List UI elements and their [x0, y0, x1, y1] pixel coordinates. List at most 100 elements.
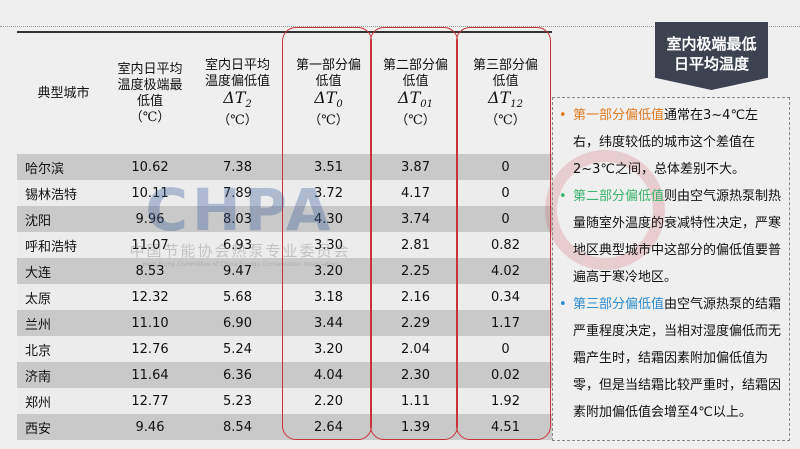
title-banner: 室内极端最低 日平均温度: [655, 22, 768, 90]
value-cell: 10.11: [110, 180, 190, 206]
symbol-subscript: 12: [510, 99, 523, 111]
value-cell: 3.74: [372, 206, 459, 232]
column-header: 第一部分偏 低值 ΔT0 （℃）: [285, 32, 372, 154]
symbol: ΔT: [398, 87, 421, 107]
value-cell: 4.02: [459, 258, 552, 284]
note-highlight: 第二部分偏低值: [573, 189, 665, 204]
value-cell: 3.72: [285, 180, 372, 206]
value-cell: 11.64: [110, 362, 190, 388]
header-line: 室内日平均: [117, 61, 183, 77]
value-cell: 2.25: [372, 258, 459, 284]
city-cell: 呼和浩特: [17, 232, 110, 258]
table-row: 北京 12.76 5.24 3.20 2.04 0: [17, 336, 552, 362]
value-cell: 4.30: [285, 206, 372, 232]
value-cell: 0.82: [459, 232, 552, 258]
header-symbol: ΔT0: [285, 87, 372, 113]
value-cell: 0: [459, 154, 552, 180]
header-line: 低值: [492, 73, 519, 89]
city-cell: 锡林浩特: [17, 180, 110, 206]
header-symbol: ΔT2: [190, 87, 285, 113]
value-cell: 9.96: [110, 206, 190, 232]
value-cell: 8.53: [110, 258, 190, 284]
header-line: 低值: [402, 73, 429, 89]
symbol-subscript: 2: [245, 99, 252, 111]
symbol: ΔT: [314, 87, 337, 107]
value-cell: 6.93: [190, 232, 285, 258]
top-divider: [0, 26, 800, 27]
value-cell: 2.04: [372, 336, 459, 362]
table-row: 锡林浩特 10.11 7.89 3.72 4.17 0: [17, 180, 552, 206]
column-header: 典型城市: [17, 32, 110, 154]
column-header: 第三部分偏 低值 ΔT12 （℃）: [459, 32, 552, 154]
symbol: ΔT: [223, 87, 246, 107]
value-cell: 0: [459, 180, 552, 206]
value-cell: 8.54: [190, 414, 285, 440]
header-unit: （℃）: [217, 113, 258, 129]
value-cell: 2.16: [372, 284, 459, 310]
header-line: 第三部分偏: [472, 57, 538, 73]
value-cell: 6.36: [190, 362, 285, 388]
bullet-icon: •: [559, 189, 567, 204]
header-unit: （℃）: [308, 113, 349, 129]
header-symbol: ΔT01: [372, 87, 459, 113]
header-line: 温度偏低值: [204, 73, 270, 89]
value-cell: 0.34: [459, 284, 552, 310]
symbol-subscript: 01: [420, 99, 433, 111]
city-cell: 北京: [17, 336, 110, 362]
column-header: 室内日平均 温度极端最 低值 （℃）: [110, 32, 190, 154]
value-cell: 9.47: [190, 258, 285, 284]
header-line: 低值: [136, 93, 163, 109]
city-cell: 沈阳: [17, 206, 110, 232]
value-cell: 5.68: [190, 284, 285, 310]
value-cell: 11.07: [110, 232, 190, 258]
header-unit: （℃）: [129, 109, 171, 125]
header-line: 第一部分偏: [295, 57, 361, 73]
value-cell: 3.18: [285, 284, 372, 310]
table-row: 兰州 11.10 6.90 3.44 2.29 1.17: [17, 310, 552, 336]
table-row: 呼和浩特 11.07 6.93 3.30 2.81 0.82: [17, 232, 552, 258]
city-cell: 哈尔滨: [17, 154, 110, 180]
highlight-box-dt01: [370, 27, 458, 440]
header-unit: （℃）: [485, 113, 526, 129]
header-line: 典型城市: [37, 85, 90, 101]
value-cell: 8.03: [190, 206, 285, 232]
value-cell: 4.17: [372, 180, 459, 206]
value-cell: 4.04: [285, 362, 372, 388]
symbol: ΔT: [488, 87, 511, 107]
note-text: 则由空气源热泵制热量随室外温度的衰减特性决定，严寒地区典型城市中这部分的偏低值要…: [573, 189, 782, 285]
note-highlight: 第一部分偏低值: [573, 108, 665, 123]
table-row: 郑州 12.77 5.23 2.20 1.11 1.92: [17, 388, 552, 414]
city-cell: 西安: [17, 414, 110, 440]
value-cell: 10.62: [110, 154, 190, 180]
highlight-box-dt12: [456, 27, 551, 440]
value-cell: 5.24: [190, 336, 285, 362]
note-text: 由空气源热泵的结霜严重程度决定，当相对湿度偏低而无霜产生时，结霜因素附加偏低值为…: [573, 297, 782, 420]
symbol-subscript: 0: [336, 99, 343, 111]
bullet-icon: •: [559, 108, 567, 123]
value-cell: 0: [459, 336, 552, 362]
table-row: 哈尔滨 10.62 7.38 3.51 3.87 0: [17, 154, 552, 180]
value-cell: 12.76: [110, 336, 190, 362]
note-highlight: 第三部分偏低值: [573, 297, 665, 312]
header-line: 温度极端最: [117, 77, 183, 93]
table-row: 济南 11.64 6.36 4.04 2.30 0.02: [17, 362, 552, 388]
value-cell: 6.90: [190, 310, 285, 336]
column-header: 室内日平均 温度偏低值 ΔT2 （℃）: [190, 32, 285, 154]
value-cell: 3.51: [285, 154, 372, 180]
notes-box: • 第一部分偏低值通常在3~4℃左右，纬度较低的城市这个差值在2~3℃之间，总体差…: [552, 97, 790, 441]
value-cell: 7.89: [190, 180, 285, 206]
value-cell: 2.64: [285, 414, 372, 440]
value-cell: 3.20: [285, 258, 372, 284]
value-cell: 1.11: [372, 388, 459, 414]
value-cell: 3.44: [285, 310, 372, 336]
value-cell: 2.20: [285, 388, 372, 414]
note-text: 通常在3~4℃左右，纬度较低的城市这个差值在2~3℃之间，总体差别不大。: [573, 108, 759, 177]
value-cell: 3.87: [372, 154, 459, 180]
value-cell: 5.23: [190, 388, 285, 414]
value-cell: 2.30: [372, 362, 459, 388]
highlight-box-dt0: [282, 27, 372, 440]
note-3: • 第三部分偏低值由空气源热泵的结霜严重程度决定，当相对湿度偏低而无霜产生时，结霜…: [559, 291, 783, 426]
value-cell: 2.81: [372, 232, 459, 258]
value-cell: 0.02: [459, 362, 552, 388]
header-line: 第二部分偏: [382, 57, 448, 73]
